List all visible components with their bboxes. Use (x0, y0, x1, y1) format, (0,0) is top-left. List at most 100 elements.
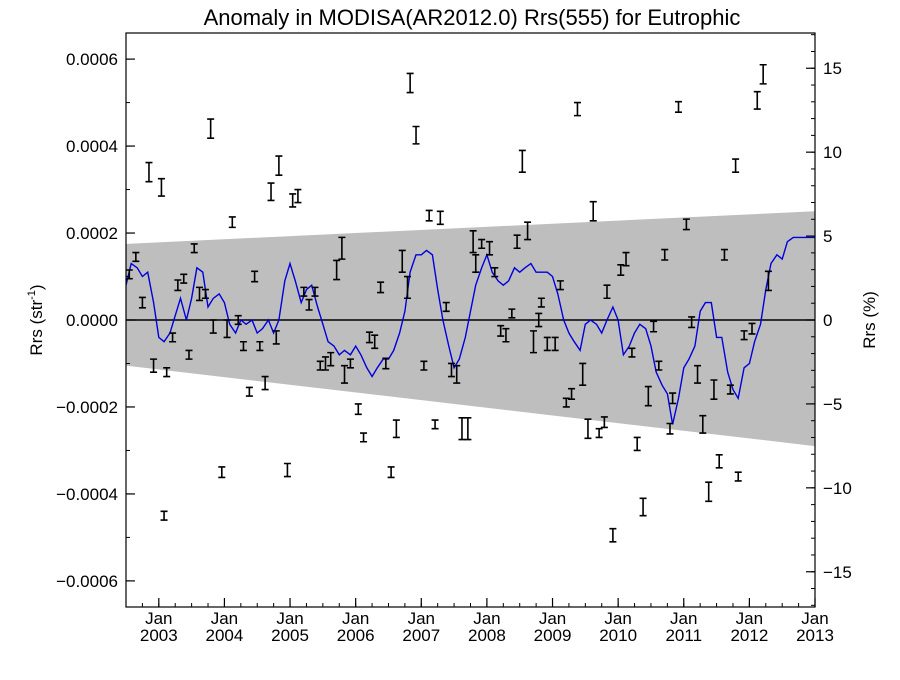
errorbar-point (715, 454, 723, 469)
errorbar-point (333, 259, 341, 281)
y-axis-label-left-tail: ) (27, 284, 46, 290)
y-tick-label-right: −15 (823, 563, 852, 582)
x-tick-label-month: Jan (145, 609, 172, 628)
errorbar-point (650, 320, 658, 333)
y-tick-label-left: 0.0006 (66, 50, 118, 69)
errorbar-point (228, 216, 236, 229)
errorbar-point (398, 249, 406, 273)
errorbar-point (377, 281, 385, 294)
uncertainty-band (126, 211, 815, 447)
errorbar-point (458, 417, 466, 441)
y-tick-label-right: 10 (823, 143, 842, 162)
errorbar-point (436, 210, 444, 226)
y-tick-label-left: −0.0006 (56, 572, 118, 591)
errorbar-point (245, 386, 253, 397)
errorbar-point (125, 269, 133, 280)
errorbar-point (573, 101, 581, 117)
errorbar-point (529, 330, 537, 354)
errorbar-point (568, 387, 576, 400)
x-tick-label-year: 2007 (402, 626, 440, 645)
errorbar-point (157, 177, 165, 197)
errorbar-point (289, 193, 297, 208)
y-tick-label-right: 5 (823, 227, 832, 246)
errorbar-point (327, 351, 335, 367)
errorbar-point (201, 288, 209, 300)
plot-layer: 0.0006 0.0004 0.0002 0.0000 −0.0002 −0.0004 −0… (56, 32, 852, 645)
errorbar-point (185, 349, 193, 360)
x-tick-label-year: 2004 (206, 626, 244, 645)
errorbar-point (524, 221, 532, 241)
errorbar-point (392, 419, 400, 439)
x-tick-label-month: Jan (604, 609, 631, 628)
errorbar-point (628, 347, 636, 358)
errorbar-point (300, 286, 308, 297)
errorbar-point (734, 471, 742, 482)
x-tick-label-month: Jan (408, 609, 435, 628)
errorbar-point (508, 308, 516, 319)
errorbar-point (195, 286, 203, 302)
errorbar-point (682, 218, 690, 231)
errorbar-point (294, 188, 302, 204)
x-tick-label-year: 2005 (271, 626, 309, 645)
errorbar-point (740, 330, 748, 341)
errorbar-point (453, 364, 461, 384)
errorbar-point (699, 414, 707, 434)
errorbar-point (207, 118, 215, 140)
errorbar-point (354, 403, 362, 416)
errorbar-point (234, 314, 242, 326)
x-tick-label-year: 2009 (534, 626, 572, 645)
y-tick-label-left: 0.0002 (66, 224, 118, 243)
errorbar-point (218, 466, 226, 479)
errorbar-point (321, 356, 329, 371)
errorbar-point (261, 375, 269, 391)
errorbar-point (163, 367, 171, 378)
errorbar-point (251, 270, 259, 283)
x-tick-label-year: 2010 (599, 626, 637, 645)
y-tick-label-left: −0.0002 (56, 398, 118, 417)
errorbar-point (371, 334, 379, 350)
x-tick-label-year: 2006 (337, 626, 375, 645)
errorbar-point (639, 497, 647, 517)
errorbar-point (412, 125, 420, 145)
y-tick-label-right: −5 (823, 395, 842, 414)
x-tick-label-month: Jan (736, 609, 763, 628)
errorbar-point (732, 158, 740, 173)
errorbar-point (404, 275, 412, 300)
errorbar-point (491, 267, 499, 278)
errorbar-point (360, 432, 368, 443)
x-tick-label-month: Jan (670, 609, 697, 628)
series-line (126, 236, 815, 425)
errorbar-point (666, 422, 674, 435)
errorbar-point (513, 234, 521, 250)
errorbar-point (518, 149, 526, 173)
errorbar-point (753, 90, 761, 110)
errorbar-point (239, 340, 247, 352)
x-tick-label-year: 2011 (665, 626, 702, 645)
errorbar-point (425, 209, 433, 222)
errorbar-point (543, 336, 551, 352)
errorbar-point (600, 416, 608, 429)
errorbar-point (537, 297, 545, 308)
errorbar-point (420, 360, 428, 371)
errorbar-point (469, 230, 477, 254)
errorbar-point (267, 182, 275, 202)
errorbar-point (190, 243, 198, 254)
x-tick-label-year: 2013 (796, 626, 834, 645)
x-tick-label-year: 2003 (140, 626, 178, 645)
errorbar-point (132, 251, 140, 263)
errorbar-point (556, 280, 564, 291)
y-tick-label-right: 0 (823, 311, 832, 330)
errorbar-point (382, 357, 390, 370)
errorbar-point (705, 481, 713, 503)
errorbar-point (406, 72, 414, 94)
errorbar-point (655, 360, 663, 371)
errorbar-point (138, 296, 146, 309)
errorbar-point (223, 319, 231, 339)
errorbar-point (150, 358, 158, 373)
errorbar-point (764, 270, 772, 292)
x-tick-label-year: 2012 (730, 626, 768, 645)
errorbar-point (551, 336, 559, 352)
errorbar-point (675, 100, 683, 113)
errorbar-point (478, 238, 486, 250)
